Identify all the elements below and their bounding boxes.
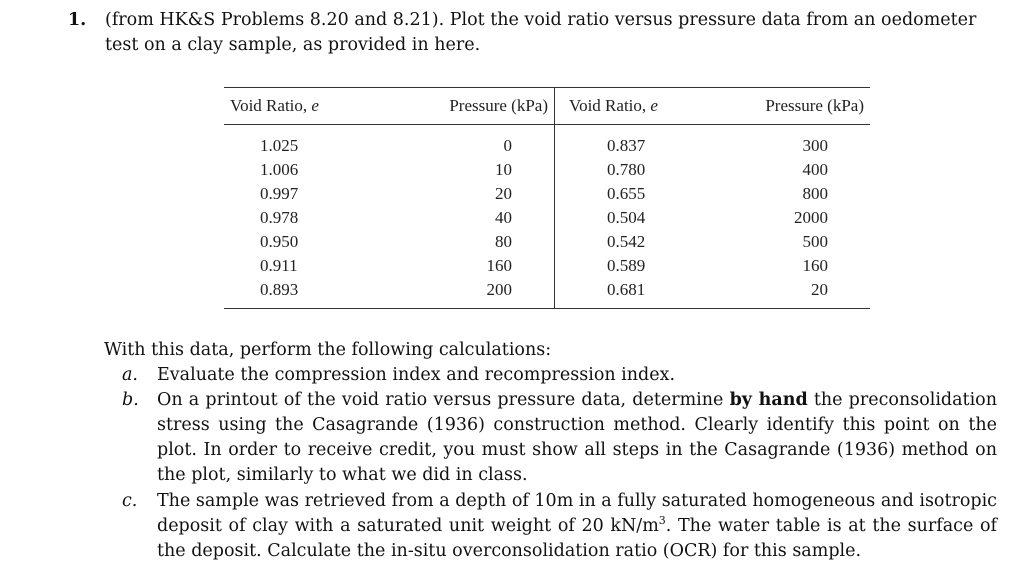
- header-pressure-1: Pressure (kPa): [386, 87, 555, 125]
- oedometer-data-table: Void Ratio, e Pressure (kPa) Void Ratio,…: [224, 87, 870, 309]
- cell-void-ratio-1: 0.911: [260, 256, 298, 275]
- cell-pressure-2: 400: [802, 160, 829, 179]
- item-c-label: c.: [122, 491, 138, 511]
- cell-pressure-2: 800: [802, 184, 829, 203]
- item-a-text: Evaluate the compression index and recom…: [157, 365, 676, 385]
- cell-pressure-1: 0: [386, 124, 555, 158]
- item-b-text: On a printout of the void ratio versus p…: [157, 390, 997, 485]
- cell-pressure-2: 20: [753, 278, 870, 309]
- header-void-ratio-2: Void Ratio, e: [554, 87, 753, 125]
- cell-pressure-2: 2000: [794, 208, 828, 227]
- cell-pressure-1: 40: [386, 206, 555, 230]
- cell-pressure-1: 200: [386, 278, 555, 309]
- cell-pressure-2: 160: [802, 256, 829, 275]
- problem-text: (from HK&S Problems 8.20 and 8.21). Plot…: [105, 8, 1005, 58]
- item-a-label: a.: [122, 365, 138, 385]
- cell-pressure-1: 10: [386, 158, 555, 182]
- table-row: 0.950 80 0.542 500: [224, 230, 870, 254]
- cell-pressure-1: 160: [386, 254, 555, 278]
- cell-void-ratio-1: 1.025: [260, 136, 299, 155]
- cell-void-ratio-1: 0.997: [260, 184, 299, 203]
- header-void-ratio-1: Void Ratio, e: [224, 87, 386, 125]
- cell-void-ratio-1: 0.950: [260, 232, 299, 251]
- cell-void-ratio-2: 0.542: [607, 232, 646, 251]
- cell-void-ratio-2: 0.681: [554, 278, 753, 309]
- cell-void-ratio-2: 0.504: [607, 208, 646, 227]
- table-row: 0.911 160 0.589 160: [224, 254, 870, 278]
- cell-void-ratio-2: 0.589: [607, 256, 646, 275]
- item-b-emphasis: by hand: [729, 390, 808, 410]
- problem-line-1: (from HK&S Problems 8.20 and 8.21). Plot…: [105, 10, 977, 30]
- cell-void-ratio-1: 0.978: [260, 208, 299, 227]
- table-row: 1.025 0 0.837 300: [224, 124, 870, 158]
- cell-void-ratio-2: 0.655: [607, 184, 646, 203]
- item-c-text: The sample was retrieved from a depth of…: [157, 491, 997, 561]
- cell-void-ratio-1: 0.893: [224, 278, 386, 309]
- cell-pressure-1: 80: [386, 230, 555, 254]
- table-row: 0.893 200 0.681 20: [224, 278, 870, 309]
- cell-void-ratio-2: 0.837: [607, 136, 646, 155]
- cell-pressure-2: 300: [802, 136, 829, 155]
- problem-number: 1.: [68, 10, 87, 30]
- table-row: 1.006 10 0.780 400: [224, 158, 870, 182]
- table-row: 0.978 40 0.504 2000: [224, 206, 870, 230]
- problem-line-2: test on a clay sample, as provided in he…: [105, 35, 481, 55]
- cell-pressure-2: 500: [802, 232, 829, 251]
- cell-void-ratio-2: 0.780: [607, 160, 646, 179]
- cell-pressure-1: 20: [386, 182, 555, 206]
- cell-void-ratio-1: 1.006: [260, 160, 299, 179]
- table-row: 0.997 20 0.655 800: [224, 182, 870, 206]
- header-pressure-2: Pressure (kPa): [753, 87, 870, 125]
- calculations-intro: With this data, perform the following ca…: [104, 340, 552, 360]
- item-b-label: b.: [122, 390, 139, 410]
- table-header-row: Void Ratio, e Pressure (kPa) Void Ratio,…: [224, 87, 870, 125]
